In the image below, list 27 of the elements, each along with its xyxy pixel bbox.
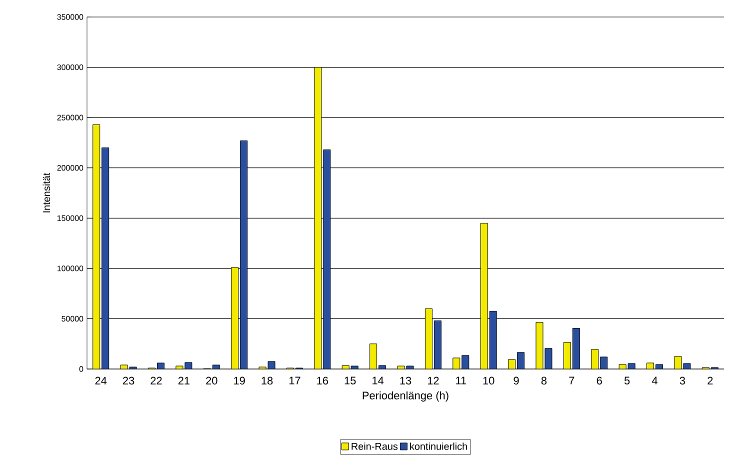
x-tick-label: 16 [317,376,328,385]
x-tick-label: 6 [596,376,602,385]
x-tick-label: 22 [150,376,162,384]
x-tick-label: 7 [569,376,574,384]
x-tick-label: 12 [428,376,439,384]
x-tick-label: 23 [122,376,134,385]
x-tick-label: 14 [372,376,384,384]
x-tick-label: 8 [541,376,547,385]
x-tick-label: 5 [624,376,630,384]
x-axis-title: Periodenlänge (h) [362,391,448,402]
x-tick-label: 2 [708,376,713,384]
x-tick-label: 15 [344,376,356,384]
x-tick-label: 3 [680,376,686,385]
x-tick-label: 24 [95,376,107,384]
x-tick-label: 13 [400,376,412,385]
x-tick-label: 18 [262,376,273,385]
x-tick-label: 19 [234,376,245,385]
y-axis-title: Intensität [42,172,50,212]
x-tick-label: 11 [456,376,466,384]
x-tick-label: 21 [178,376,190,384]
legend-label: Rein-Raus [352,442,398,450]
x-tick-label: 9 [514,376,519,385]
x-tick-label: 4 [652,376,658,384]
x-tick-label: 20 [206,376,218,385]
x-tick-label: 10 [483,376,494,385]
x-tick-label: 17 [289,376,300,384]
legend-label: kontinuierlich [410,442,467,450]
